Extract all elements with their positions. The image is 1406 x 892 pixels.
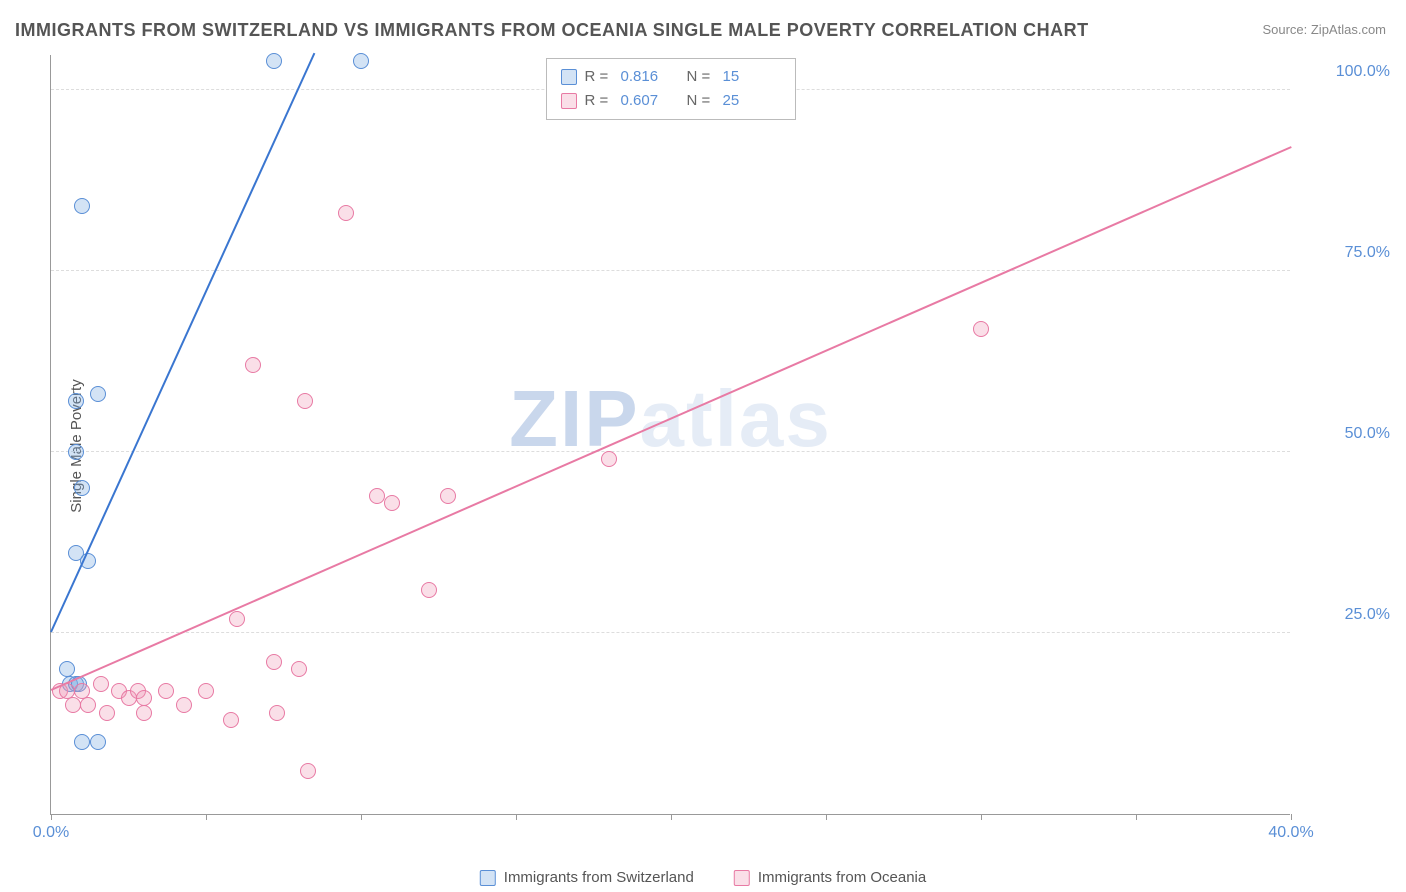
data-point xyxy=(198,683,214,699)
x-tick-label: 40.0% xyxy=(1268,824,1313,842)
data-point xyxy=(421,582,437,598)
data-point xyxy=(266,53,282,69)
y-tick-label: 25.0% xyxy=(1300,606,1390,624)
data-point xyxy=(245,357,261,373)
data-point xyxy=(266,654,282,670)
data-point xyxy=(300,763,316,779)
y-tick-label: 100.0% xyxy=(1300,63,1390,81)
trend-line xyxy=(50,53,315,633)
data-point xyxy=(65,697,81,713)
data-point xyxy=(176,697,192,713)
data-point xyxy=(269,705,285,721)
legend-item: Immigrants from Oceania xyxy=(734,869,926,886)
data-point xyxy=(229,611,245,627)
chart-title: IMMIGRANTS FROM SWITZERLAND VS IMMIGRANT… xyxy=(15,20,1089,41)
plot-area: ZIPatlas R =0.816N =15R =0.607N =25 25.0… xyxy=(50,55,1290,815)
data-point xyxy=(68,444,84,460)
data-point xyxy=(601,451,617,467)
legend-swatch xyxy=(480,870,496,886)
trend-line xyxy=(51,146,1292,691)
data-point xyxy=(973,321,989,337)
source-label: Source: ZipAtlas.com xyxy=(1262,22,1386,37)
data-point xyxy=(90,386,106,402)
data-point xyxy=(74,734,90,750)
legend-swatch xyxy=(734,870,750,886)
data-point xyxy=(136,690,152,706)
data-point xyxy=(338,205,354,221)
data-point xyxy=(59,661,75,677)
data-point xyxy=(68,393,84,409)
data-point xyxy=(74,198,90,214)
data-point xyxy=(99,705,115,721)
series-legend: Immigrants from Switzerland Immigrants fr… xyxy=(480,869,926,886)
data-point xyxy=(223,712,239,728)
x-tick-label: 0.0% xyxy=(33,824,69,842)
data-point xyxy=(158,683,174,699)
data-point xyxy=(353,53,369,69)
data-point xyxy=(90,734,106,750)
data-point xyxy=(291,661,307,677)
correlation-legend: R =0.816N =15R =0.607N =25 xyxy=(546,58,796,120)
y-tick-label: 75.0% xyxy=(1300,244,1390,262)
data-point xyxy=(93,676,109,692)
legend-swatch xyxy=(561,93,577,109)
data-point xyxy=(136,705,152,721)
y-tick-label: 50.0% xyxy=(1300,425,1390,443)
data-point xyxy=(369,488,385,504)
data-point xyxy=(384,495,400,511)
legend-swatch xyxy=(561,69,577,85)
data-point xyxy=(440,488,456,504)
data-point xyxy=(297,393,313,409)
data-point xyxy=(80,697,96,713)
legend-item: Immigrants from Switzerland xyxy=(480,869,694,886)
data-point xyxy=(74,480,90,496)
